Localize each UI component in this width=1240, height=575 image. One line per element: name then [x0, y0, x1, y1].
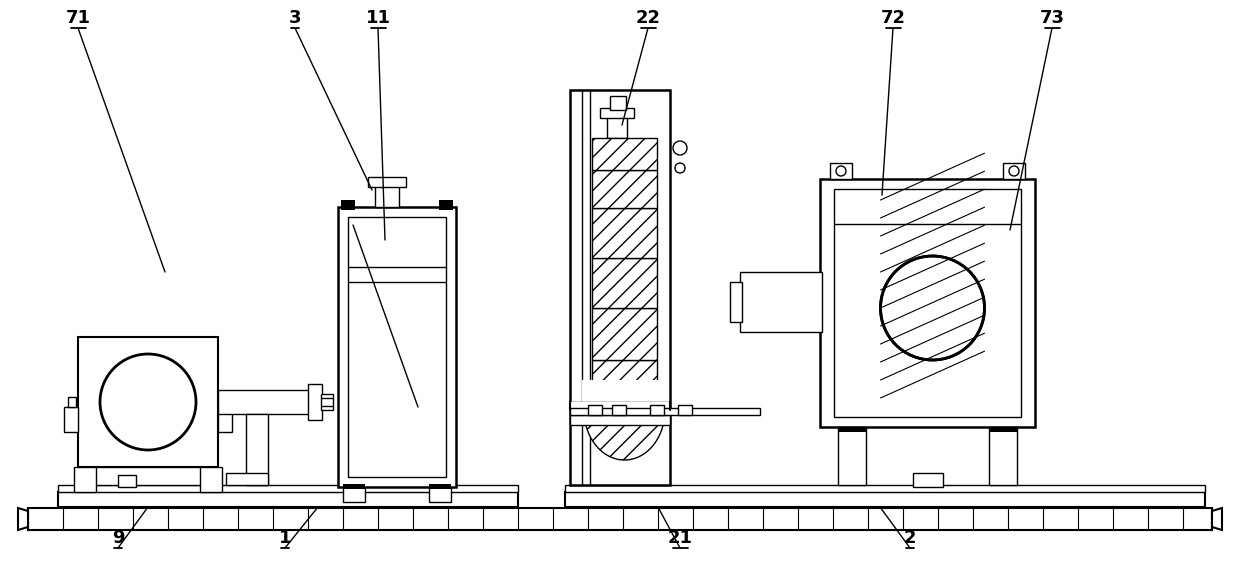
Bar [368, 177, 405, 187]
Bar [246, 414, 268, 485]
Bar [429, 487, 451, 502]
Bar [591, 402, 657, 422]
Bar [341, 200, 355, 210]
Bar [835, 189, 1021, 417]
Bar [1003, 163, 1025, 179]
Bar [74, 467, 95, 492]
Bar [990, 427, 1017, 485]
Bar [219, 397, 228, 407]
Bar [374, 185, 399, 207]
Bar [200, 467, 222, 492]
Bar [321, 394, 334, 410]
Circle shape [673, 141, 687, 155]
Bar [600, 108, 634, 118]
Bar [610, 96, 626, 110]
Bar [439, 200, 453, 210]
Bar [83, 467, 213, 485]
Bar [348, 217, 446, 477]
Bar [339, 207, 456, 487]
Text: 21: 21 [667, 529, 692, 547]
Polygon shape [584, 410, 665, 460]
Bar [218, 390, 312, 414]
Bar [591, 208, 657, 258]
Bar [565, 492, 1205, 507]
Circle shape [1009, 166, 1019, 176]
Bar [570, 90, 670, 485]
Bar [78, 337, 218, 467]
Bar [730, 282, 742, 322]
Bar [678, 405, 692, 415]
Text: 73: 73 [1039, 9, 1064, 27]
Bar [838, 427, 866, 485]
Bar [429, 484, 451, 489]
Bar [591, 170, 657, 208]
Bar [650, 405, 663, 415]
Bar [118, 475, 136, 487]
Bar [608, 116, 627, 138]
Bar [591, 308, 657, 360]
Bar [58, 485, 518, 492]
Bar [343, 487, 365, 502]
Bar [838, 427, 866, 432]
Circle shape [880, 256, 985, 360]
Bar [218, 407, 232, 432]
Bar [64, 407, 78, 432]
Bar [990, 427, 1017, 432]
Text: 22: 22 [635, 9, 661, 27]
Bar [591, 360, 657, 410]
Circle shape [675, 163, 684, 173]
Bar [913, 473, 942, 487]
Bar [29, 508, 1211, 530]
Bar [591, 258, 657, 308]
Bar [570, 402, 670, 410]
Bar [591, 138, 657, 170]
Bar [613, 405, 626, 415]
Polygon shape [19, 508, 29, 530]
Bar [820, 179, 1035, 427]
Circle shape [836, 166, 846, 176]
Bar [565, 485, 1205, 492]
Circle shape [100, 354, 196, 450]
Bar [740, 272, 822, 332]
Text: 71: 71 [66, 9, 91, 27]
Text: 3: 3 [289, 9, 301, 27]
Polygon shape [1211, 508, 1221, 530]
Bar [830, 163, 852, 179]
Text: 72: 72 [880, 9, 905, 27]
Bar [68, 397, 76, 407]
Text: 2: 2 [904, 529, 916, 547]
Text: 9: 9 [112, 529, 124, 547]
Bar [582, 380, 667, 410]
Bar [570, 408, 760, 415]
Bar [343, 484, 365, 489]
Bar [570, 415, 670, 425]
Bar [58, 492, 518, 507]
Text: 11: 11 [366, 9, 391, 27]
Text: 1: 1 [279, 529, 291, 547]
Bar [308, 384, 322, 420]
Bar [588, 405, 601, 415]
Bar [226, 473, 268, 485]
